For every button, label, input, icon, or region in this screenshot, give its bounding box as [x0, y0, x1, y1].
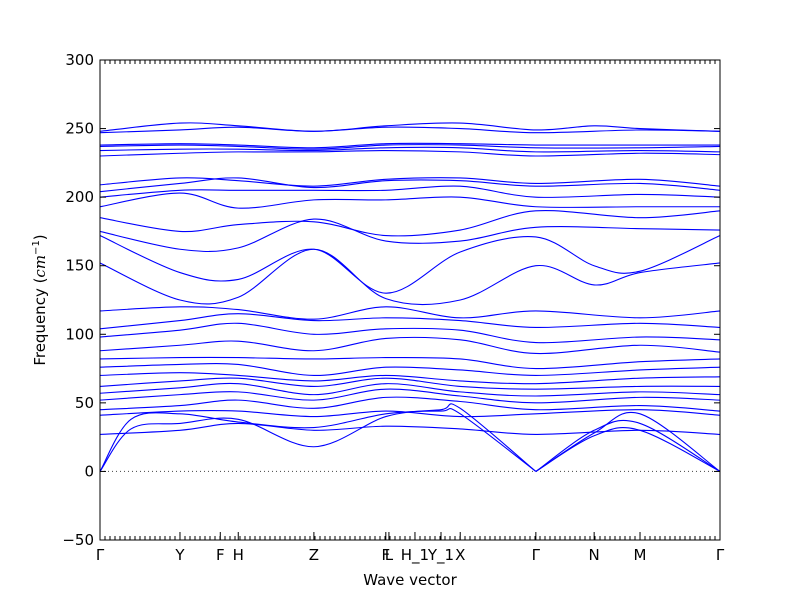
phonon-branch-28 [100, 144, 720, 150]
phonon-branch-6 [100, 409, 720, 418]
phonon-branch-2 [535, 419, 720, 472]
y-axis-label-main: Frequency ( [31, 278, 49, 366]
phonon-branch-31 [100, 122, 720, 132]
phonon-branch-20 [100, 218, 720, 253]
plot-area [100, 122, 720, 472]
y-axis-label-close: ) [31, 234, 49, 240]
phonon-branch-15 [100, 322, 720, 344]
x-tick-labels: Γ Y F H Z FL H_1Y_1 X Γ N M Γ [96, 546, 725, 565]
x-tick-label: L [385, 546, 394, 564]
phonon-branch-19 [100, 235, 720, 294]
phonon-branch-27 [100, 146, 720, 153]
y-tick-label: 50 [75, 394, 94, 412]
phonon-branch-22 [100, 192, 720, 209]
y-tick-label: 100 [65, 325, 94, 343]
y-tick-label: 0 [84, 462, 94, 480]
y-tick-label: 300 [65, 51, 94, 69]
phonon-branch-7 [100, 396, 720, 412]
phonon-branch-10 [100, 377, 720, 390]
y-tick-labels: −50 0 50 100 150 200 250 300 [62, 51, 94, 549]
phonon-branch-4 [535, 427, 720, 472]
phonon-branch-25 [100, 177, 720, 187]
x-tick-label: Z [309, 546, 319, 564]
phonon-branch-9 [100, 382, 720, 397]
phonon-branch-13 [100, 356, 720, 370]
phonon-branch-12 [100, 362, 720, 376]
phonon-branch-8 [100, 388, 720, 404]
axis-ticks [99, 59, 721, 541]
phonon-branch-16 [100, 313, 720, 330]
phonon-branch-30 [100, 126, 720, 134]
phonon-branch-11 [100, 372, 720, 385]
x-tick-label: H_1 [401, 546, 429, 565]
y-axis-label-exponent: −1 [31, 240, 42, 255]
y-axis-label-unit: cm [31, 255, 49, 278]
phonon-branch-5 [100, 422, 720, 435]
plot-frame [99, 59, 721, 541]
phonon-branch-29 [100, 142, 720, 149]
x-tick-label: Γ [96, 546, 105, 564]
phonon-branch-18 [100, 248, 720, 306]
phonon-branch-14 [100, 336, 720, 355]
phonon-branch-1 [100, 407, 537, 472]
y-tick-label: 150 [65, 257, 94, 275]
y-axis-label: Frequency (cm−1) [31, 234, 49, 365]
phonon-branch-17 [100, 306, 720, 320]
x-tick-label: F [381, 546, 390, 564]
x-axis-label: Wave vector [363, 571, 457, 589]
dispersion-branches [100, 122, 720, 472]
x-tick-label: Γ [716, 546, 725, 564]
x-tick-label: M [634, 546, 647, 564]
x-tick-label: F [216, 546, 225, 564]
phonon-branch-26 [100, 149, 720, 157]
x-tick-label: H [233, 546, 244, 564]
phonon-branch-23 [100, 185, 720, 198]
y-tick-label: −50 [62, 531, 94, 549]
y-tick-label: 200 [65, 188, 94, 206]
y-tick-label: 250 [65, 120, 94, 138]
phonon-branch-21 [100, 210, 720, 237]
x-tick-label: Γ [532, 546, 541, 564]
x-tick-label: N [589, 546, 600, 564]
x-tick-label: X [455, 546, 465, 564]
phonon-branch-24 [100, 177, 720, 193]
x-tick-label: Y [174, 546, 185, 564]
phonon-branch-0 [100, 403, 537, 472]
x-tick-label: Y_1 [427, 546, 454, 565]
